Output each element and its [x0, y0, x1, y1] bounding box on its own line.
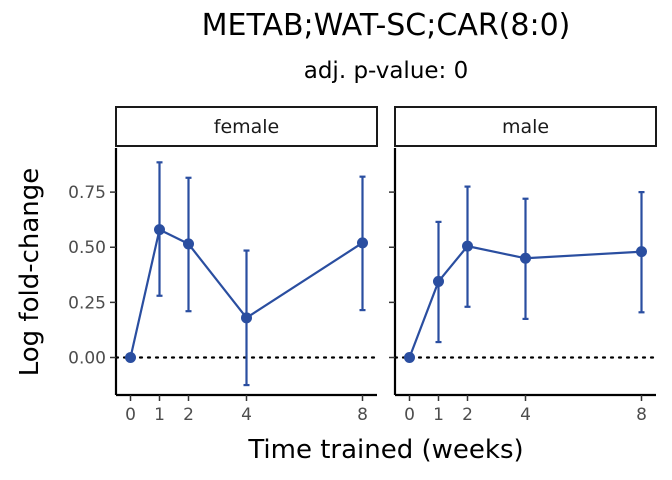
facet-strip-female: [115, 106, 378, 147]
data-point: [125, 352, 136, 364]
data-point: [520, 252, 531, 264]
x-tick-label: 1: [433, 405, 444, 425]
y-tick-label: 0.25: [68, 293, 106, 313]
x-tick-label: 0: [404, 405, 415, 425]
data-point: [241, 312, 252, 324]
y-axis-title: Log fold-change: [15, 168, 45, 377]
y-tick-label: 0.00: [68, 349, 106, 369]
x-tick-label: 4: [520, 405, 531, 425]
x-tick-label: 8: [636, 405, 647, 425]
data-point: [154, 224, 165, 236]
data-point: [636, 246, 647, 258]
facet-strip-male: [394, 106, 657, 147]
chart-title: METAB;WAT-SC;CAR(8:0): [201, 8, 571, 43]
y-tick-label: 0.50: [68, 238, 106, 258]
y-tick-label: 0.75: [68, 183, 106, 203]
x-tick-label: 2: [183, 405, 194, 425]
x-axis-title: Time trained (weeks): [247, 435, 523, 465]
facet-label-male: male: [502, 116, 549, 138]
facet-label-female: female: [214, 116, 280, 138]
x-tick-label: 4: [241, 405, 252, 425]
data-point: [462, 240, 473, 252]
x-tick-label: 8: [357, 405, 368, 425]
x-tick-label: 2: [462, 405, 473, 425]
data-point: [183, 238, 194, 250]
data-point: [433, 275, 444, 287]
chart-subtitle: adj. p-value: 0: [303, 58, 469, 84]
data-point: [357, 237, 368, 249]
data-point: [404, 352, 415, 364]
x-tick-label: 1: [154, 405, 165, 425]
x-tick-label: 0: [125, 405, 136, 425]
